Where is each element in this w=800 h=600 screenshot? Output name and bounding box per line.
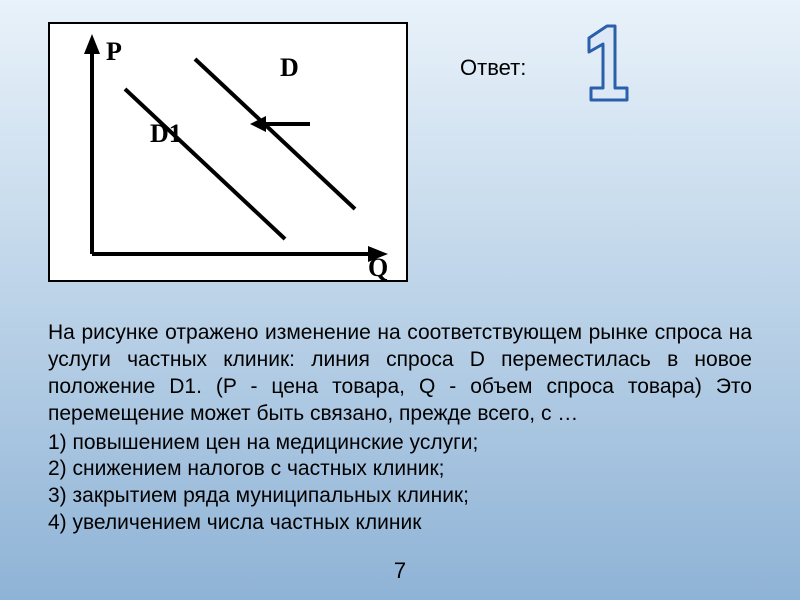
slide: P Q D D1 Ответ: На рисунке отражено изме… [0,0,800,600]
option-4: 4) увеличением числа частных клиник [48,510,752,537]
answer-label: Ответ: [460,55,526,81]
line-d1-label: D1 [150,119,182,148]
line-d [195,59,355,209]
options-list: 1) повышением цен на медицинские услуги;… [48,430,752,538]
y-axis-arrowhead [84,34,100,54]
option-2: 2) снижением налогов с частных клиник; [48,456,752,483]
x-axis-label: Q [368,253,388,280]
option-3: 3) закрытием ряда муниципальных клиник; [48,483,752,510]
y-axis-label: P [106,37,122,66]
page-number: 7 [0,558,800,584]
chart-svg: P Q D D1 [50,24,406,280]
line-d1 [125,89,285,239]
answer-number-svg [575,20,647,108]
question-intro: На рисунке отражено изменение на соответ… [48,320,752,428]
option-1: 1) повышением цен на медицинские услуги; [48,430,752,457]
line-d-label: D [280,53,299,82]
question-block: На рисунке отражено изменение на соответ… [48,320,752,537]
demand-chart: P Q D D1 [48,22,408,282]
answer-number [575,20,647,108]
